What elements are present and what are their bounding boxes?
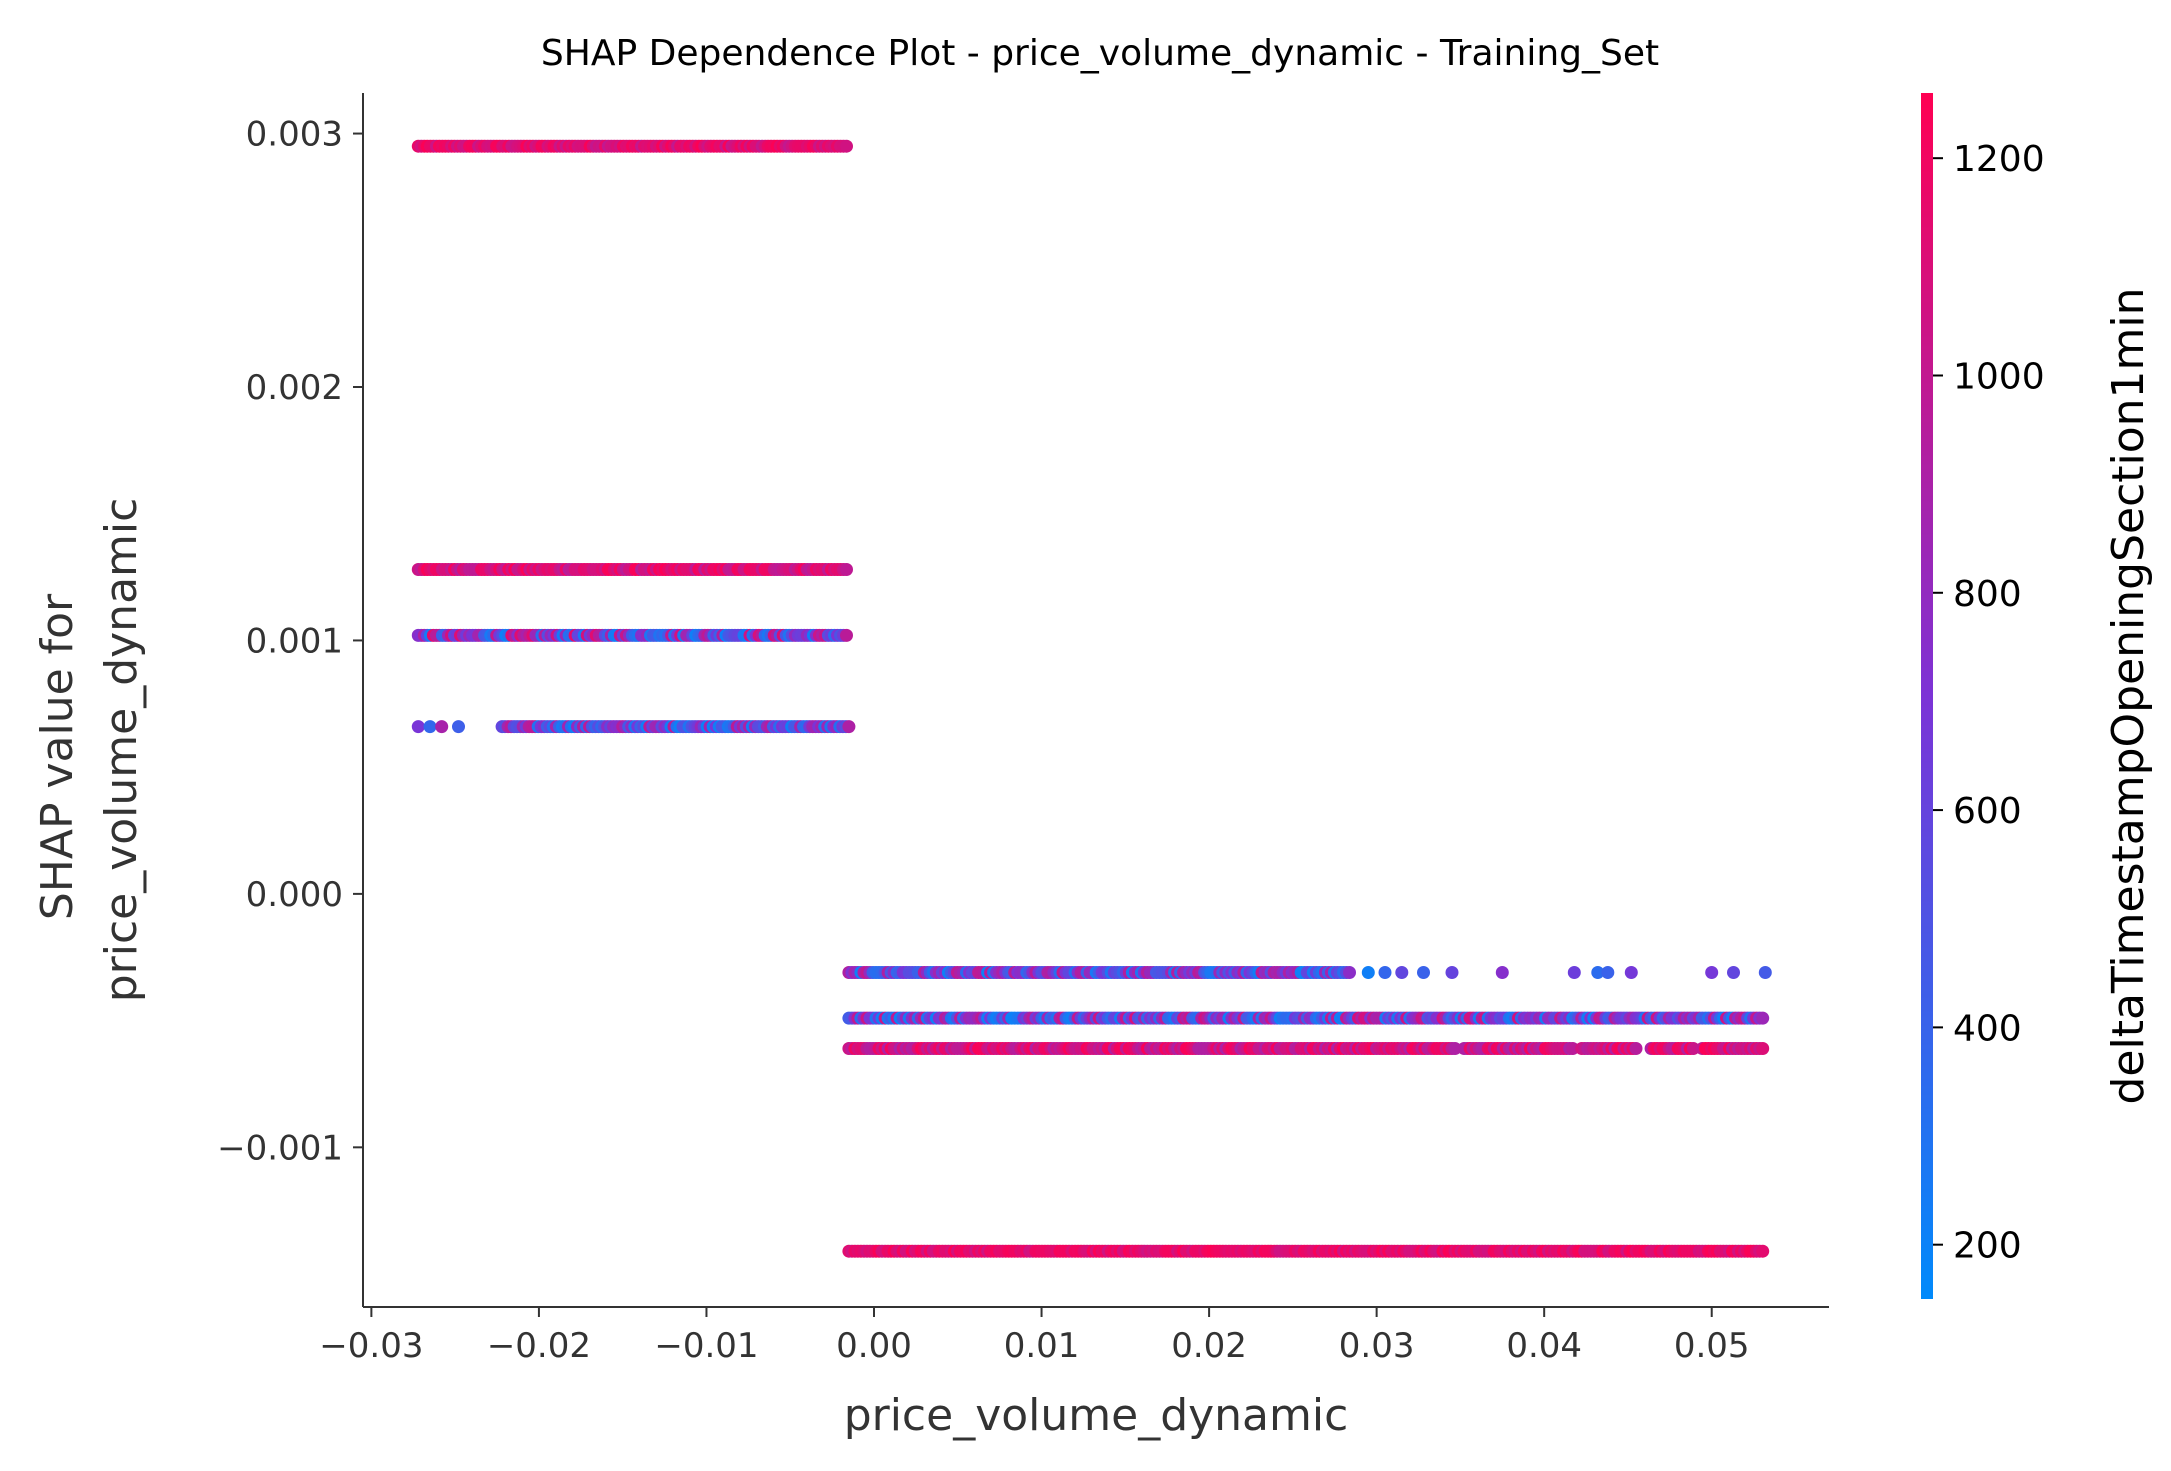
axes	[362, 93, 1829, 1308]
colorbar-tick-label: 200	[1953, 1226, 2022, 1267]
scatter-point	[1758, 966, 1772, 979]
x-tick-label: 0.03	[1339, 1326, 1415, 1366]
scatter-point	[1445, 966, 1459, 979]
scatter-series	[842, 1244, 1770, 1258]
scatter-point	[1624, 966, 1638, 979]
scatter-series	[842, 1042, 1770, 1055]
scatter-point	[1601, 966, 1615, 979]
y-tick-label: 0.002	[246, 368, 343, 408]
scatter-point	[840, 628, 853, 642]
x-tick-label: −0.03	[319, 1326, 423, 1366]
scatter-points	[411, 139, 1772, 1258]
colorbar-tick-label: 600	[1953, 791, 2022, 832]
x-tick-label: 0.05	[1674, 1326, 1750, 1366]
x-tick-label: 0.04	[1506, 1326, 1582, 1366]
y-tick-label: −0.001	[217, 1128, 343, 1168]
x-tick-label: 0.00	[836, 1326, 912, 1366]
scatter-series	[411, 139, 853, 153]
y-axis-label: SHAP value for price_volume_dynamic	[32, 498, 147, 1003]
scatter-point	[1378, 966, 1392, 979]
scatter-series	[842, 1011, 1770, 1025]
scatter-series	[411, 563, 853, 576]
y-tick-label: 0.000	[246, 875, 343, 915]
scatter-point	[1495, 966, 1509, 979]
scatter-point	[1686, 1042, 1700, 1055]
scatter-point	[840, 563, 853, 576]
x-tick-label: 0.02	[1171, 1326, 1247, 1366]
chart-title: SHAP Dependence Plot - price_volume_dyna…	[541, 33, 1659, 74]
y-ticks: −0.001 0.000 0.001 0.002 0.003	[217, 115, 363, 1168]
scatter-point	[1756, 1011, 1770, 1025]
colorbar-tick-label: 800	[1953, 574, 2022, 615]
x-axis-label: price_volume_dynamic	[844, 1390, 1349, 1441]
y-axis-label-line-1: SHAP value for	[32, 593, 83, 920]
x-tick-label: 0.01	[1004, 1326, 1080, 1366]
scatter-point	[1727, 966, 1740, 979]
y-axis-label-line-2: price_volume_dynamic	[96, 498, 147, 1003]
scatter-point	[1567, 966, 1581, 979]
x-tick-label: −0.02	[487, 1326, 591, 1366]
colorbar-tick-label: 1200	[1953, 139, 2045, 180]
scatter-series	[411, 720, 856, 734]
y-tick-label: 0.003	[246, 115, 343, 155]
scatter-point	[1756, 1244, 1770, 1258]
scatter-point	[1591, 966, 1605, 979]
scatter-point	[1566, 1042, 1580, 1055]
scatter-point	[1417, 966, 1430, 979]
scatter-point	[411, 720, 425, 734]
colorbar-tick-label: 1000	[1953, 356, 2045, 397]
scatter-point	[840, 139, 853, 153]
colorbar	[1921, 93, 1933, 1299]
x-tick-label: −0.01	[654, 1326, 758, 1366]
colorbar-tick-label: 400	[1953, 1008, 2022, 1049]
scatter-point	[1395, 966, 1409, 979]
scatter-point	[1448, 1042, 1462, 1055]
colorbar-label: deltaTimestampOpeningSection1min	[2103, 287, 2154, 1104]
y-tick-label: 0.001	[246, 621, 343, 661]
scatter-point	[1629, 1042, 1643, 1055]
scatter-point	[1361, 966, 1375, 979]
scatter-point	[1756, 1042, 1770, 1055]
scatter-point	[423, 720, 437, 734]
scatter-point	[452, 720, 465, 734]
scatter-point	[1343, 966, 1356, 979]
scatter-point	[842, 720, 856, 734]
scatter-series	[842, 966, 1772, 979]
scatter-point	[435, 720, 449, 734]
x-ticks: −0.03 −0.02 −0.01 0.00 0.01 0.02 0.03 0.04 0.05	[319, 1307, 1750, 1366]
scatter-series	[411, 628, 853, 642]
colorbar-ticks: 200 400 600 800 1000 1200	[1933, 139, 2045, 1267]
scatter-point	[1705, 966, 1719, 979]
